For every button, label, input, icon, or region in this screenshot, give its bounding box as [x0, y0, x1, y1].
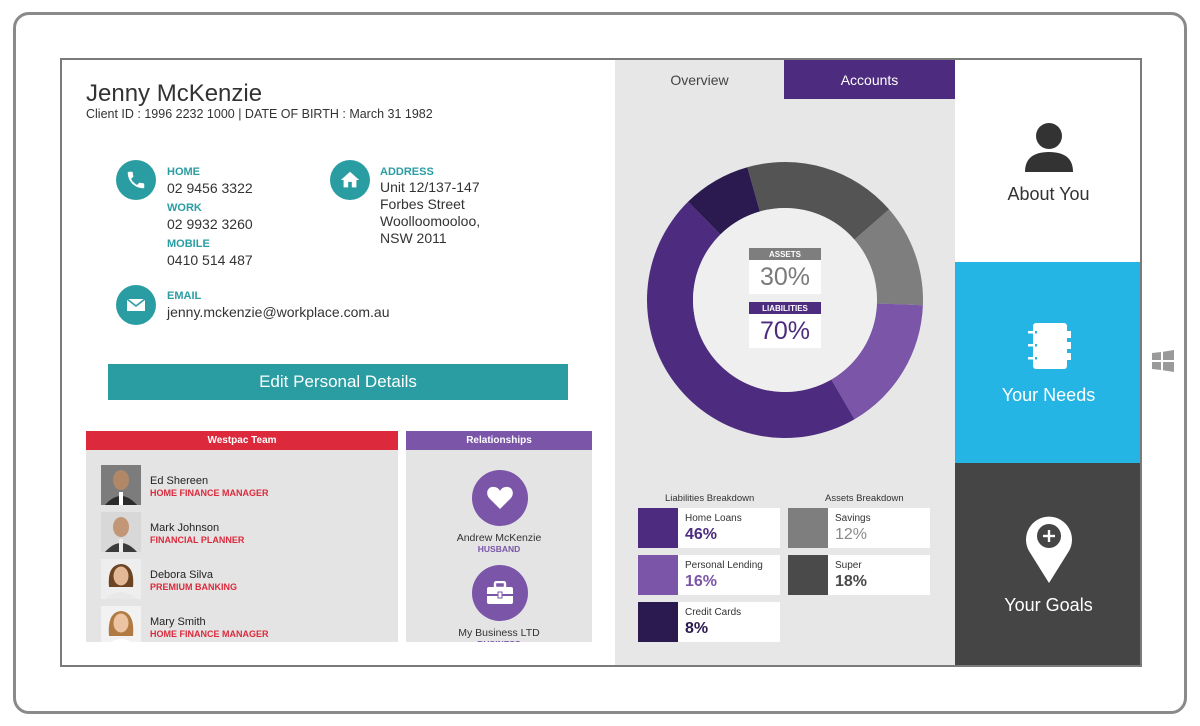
mobile-phone-label: MOBILE [167, 238, 210, 250]
breakdown-percent: 8% [685, 620, 709, 637]
team-member[interactable]: Ed Shereen HOME FINANCE MANAGER [101, 465, 391, 505]
work-phone-value: 02 9932 3260 [167, 216, 253, 232]
liabilities-breakdown-title: Liabilities Breakdown [665, 493, 755, 504]
breakdown-name: Home Loans [685, 513, 742, 524]
member-role: HOME FINANCE MANAGER [150, 629, 269, 639]
liabilities-label: LIABILITIES [749, 302, 821, 314]
relationships-title: Relationships [406, 431, 592, 450]
liabilities-value: 70% [759, 317, 811, 345]
breakdown-percent: 12% [835, 526, 868, 543]
donut-segment-personal-lending [831, 303, 923, 420]
assets-summary: ASSETS 30% [749, 248, 821, 294]
donut-segment-home-loans [646, 201, 855, 439]
app-screen: Jenny McKenzie Client ID : 1996 2232 100… [60, 58, 1142, 667]
relationship-name[interactable]: Andrew McKenzie [456, 532, 542, 544]
tab-overview[interactable]: Overview [670, 71, 729, 88]
address-line: NSW 2011 [380, 230, 447, 246]
team-member[interactable]: Mary Smith HOME FINANCE MANAGER [101, 606, 391, 642]
your-goals-tile[interactable]: Your Goals [955, 463, 1140, 665]
relationship-role: BUSINESS [406, 639, 592, 642]
tab-accounts[interactable]: Accounts [784, 60, 955, 99]
assets-label: ASSETS [749, 248, 821, 260]
person-icon [1024, 122, 1073, 172]
phone-icon[interactable] [116, 160, 156, 200]
home-phone-value: 02 9456 3322 [167, 180, 253, 196]
liability-row-personal-lending[interactable]: Personal Lending 16% [638, 555, 780, 595]
relationship-name[interactable]: My Business LTD [458, 627, 540, 639]
swatch [638, 508, 678, 548]
member-name: Debora Silva [150, 569, 213, 581]
liability-row-home-loans[interactable]: Home Loans 46% [638, 508, 780, 548]
client-name: Jenny McKenzie [86, 80, 263, 107]
relationships-card: Relationships Andrew McKenzie HUSBAND My… [406, 431, 592, 642]
address-label: ADDRESS [380, 166, 434, 178]
assets-value: 30% [759, 263, 811, 291]
liabilities-summary: LIABILITIES 70% [749, 302, 821, 348]
home-address-icon[interactable] [330, 160, 370, 200]
location-pin-plus-icon [1025, 516, 1072, 583]
relationship-role: HUSBAND [477, 544, 521, 554]
avatar [101, 512, 141, 552]
home-phone-label: HOME [167, 166, 200, 178]
breakdown-percent: 18% [835, 573, 868, 590]
donut-segment-credit-cards [688, 167, 760, 235]
avatar [101, 465, 141, 505]
mobile-phone-value: 0410 514 487 [167, 252, 253, 268]
about-you-tile[interactable]: About You [955, 60, 1140, 262]
breakdown-percent: 16% [685, 573, 718, 590]
breakdown-percent: 46% [685, 526, 718, 543]
windows-logo-icon[interactable] [1151, 349, 1175, 373]
portfolio-panel: Overview Accounts ASSETS 30% LIABILITIES… [615, 60, 955, 665]
breakdown-name: Savings [835, 513, 871, 524]
liability-row-credit-cards[interactable]: Credit Cards 8% [638, 602, 780, 642]
work-phone-label: WORK [167, 202, 202, 214]
email-label: EMAIL [167, 290, 202, 302]
swatch [788, 555, 828, 595]
westpac-team-card: Westpac Team Ed Shereen HOME FINANCE MAN… [86, 431, 398, 642]
your-needs-tile[interactable]: Your Needs [955, 262, 1140, 463]
address-line: Unit 12/137-147 [380, 179, 480, 195]
swatch [788, 508, 828, 548]
address-line: Forbes Street [380, 196, 465, 212]
donut-segment-super [747, 162, 890, 240]
member-name: Ed Shereen [150, 475, 209, 487]
member-name: Mary Smith [150, 616, 206, 628]
your-goals-label: Your Goals [1004, 594, 1093, 615]
address-line: Woolloomooloo, [380, 213, 481, 229]
about-you-label: About You [1007, 183, 1090, 204]
email-value[interactable]: jenny.mckenzie@workplace.com.au [167, 304, 390, 320]
your-needs-label: Your Needs [1001, 385, 1096, 405]
address-value: Unit 12/137-147 Forbes Street Woolloomoo… [380, 179, 480, 247]
client-meta: Client ID : 1996 2232 1000 | DATE OF BIR… [86, 107, 433, 121]
team-member[interactable]: Mark Johnson FINANCIAL PLANNER [101, 512, 391, 552]
donut-hole [693, 208, 877, 392]
avatar [101, 606, 141, 642]
team-member[interactable]: Debora Silva PREMIUM BANKING [101, 559, 391, 599]
asset-row-super[interactable]: Super 18% [788, 555, 930, 595]
member-role: HOME FINANCE MANAGER [150, 488, 269, 498]
assets-breakdown-title: Assets Breakdown [825, 493, 904, 504]
westpac-team-title: Westpac Team [86, 431, 398, 450]
member-role: FINANCIAL PLANNER [150, 535, 245, 545]
swatch [638, 602, 678, 642]
email-icon[interactable] [116, 285, 156, 325]
breakdown-name: Credit Cards [685, 607, 742, 618]
member-name: Mark Johnson [150, 522, 220, 534]
assets-liabilities-donut-chart [646, 162, 923, 439]
swatch [638, 555, 678, 595]
notebook-icon [1027, 323, 1071, 369]
breakdown-name: Super [835, 560, 862, 571]
avatar [101, 559, 141, 599]
donut-segment-savings [854, 209, 923, 306]
member-role: PREMIUM BANKING [150, 582, 237, 592]
briefcase-icon[interactable] [472, 565, 528, 621]
heart-icon[interactable] [472, 470, 528, 526]
edit-personal-details-button[interactable]: Edit Personal Details [108, 364, 568, 400]
breakdown-name: Personal Lending [685, 560, 763, 571]
asset-row-savings[interactable]: Savings 12% [788, 508, 930, 548]
client-details-panel: Jenny McKenzie Client ID : 1996 2232 100… [62, 60, 615, 665]
